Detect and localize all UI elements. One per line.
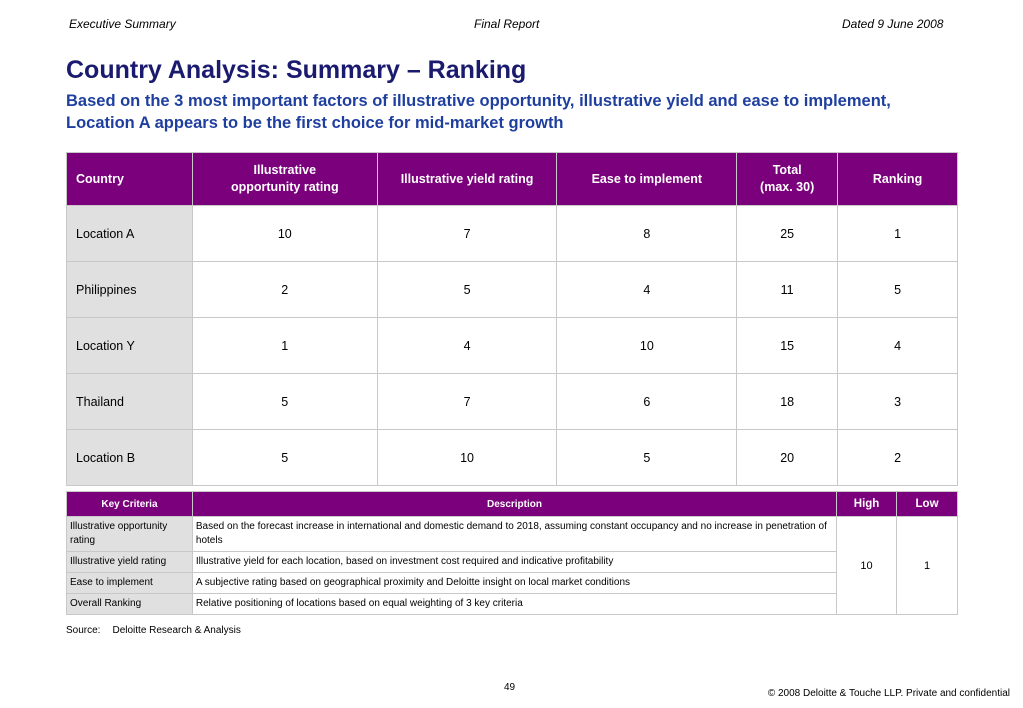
criteria-row: Overall Ranking Relative positioning of … bbox=[66, 593, 958, 615]
total-cell: 25 bbox=[736, 205, 839, 262]
header-center: Final Report bbox=[474, 17, 540, 31]
col-header-high: High bbox=[836, 491, 898, 517]
criteria-key-cell: Ease to implement bbox=[66, 572, 193, 594]
criteria-key-cell: Overall Ranking bbox=[66, 593, 193, 615]
total-cell: 18 bbox=[736, 373, 839, 430]
criteria-description-cell: A subjective rating based on geographica… bbox=[191, 572, 838, 594]
col-header-low: Low bbox=[896, 491, 958, 517]
table-row: Thailand 5 7 6 18 3 bbox=[66, 373, 958, 430]
col-header-description: Description bbox=[191, 491, 838, 517]
ranking-cell: 1 bbox=[837, 205, 958, 262]
col-header-opportunity-line1: Illustrative bbox=[253, 163, 317, 177]
ease-cell: 4 bbox=[556, 261, 738, 318]
ranking-cell: 5 bbox=[837, 261, 958, 318]
opportunity-cell: 5 bbox=[191, 429, 378, 486]
ease-cell: 10 bbox=[556, 317, 738, 374]
col-header-ease: Ease to implement bbox=[556, 152, 738, 206]
total-cell: 20 bbox=[736, 429, 839, 486]
criteria-description-cell: Based on the forecast increase in intern… bbox=[191, 516, 838, 552]
criteria-row: Illustrative opportunity rating Based on… bbox=[66, 516, 958, 615]
col-header-total-line2: (max. 30) bbox=[760, 180, 815, 194]
total-cell: 15 bbox=[736, 317, 839, 374]
ranking-cell: 4 bbox=[837, 317, 958, 374]
yield-cell: 7 bbox=[376, 373, 558, 430]
table-row: Location A 10 7 8 25 1 bbox=[66, 205, 958, 262]
source-note: Source: Deloitte Research & Analysis bbox=[66, 625, 241, 636]
table-row: Philippines 2 5 4 11 5 bbox=[66, 261, 958, 318]
criteria-table-header-row: Key Criteria Description High Low bbox=[66, 491, 958, 517]
ranking-table: Country Illustrative opportunity rating … bbox=[66, 152, 958, 486]
criteria-key-cell: Illustrative yield rating bbox=[66, 551, 193, 573]
ease-cell: 5 bbox=[556, 429, 738, 486]
criteria-row: Ease to implement A subjective rating ba… bbox=[66, 572, 958, 594]
low-value-cell: 1 bbox=[896, 516, 958, 615]
header-left: Executive Summary bbox=[69, 17, 176, 31]
table-row: Location B 5 10 5 20 2 bbox=[66, 429, 958, 486]
yield-cell: 10 bbox=[376, 429, 558, 486]
ranking-cell: 2 bbox=[837, 429, 958, 486]
copyright-notice: © 2008 Deloitte & Touche LLP. Private an… bbox=[767, 688, 1010, 699]
col-header-opportunity: Illustrative opportunity rating bbox=[191, 152, 378, 206]
ease-cell: 6 bbox=[556, 373, 738, 430]
yield-cell: 7 bbox=[376, 205, 558, 262]
criteria-row: Illustrative yield rating Illustrative y… bbox=[66, 551, 958, 573]
col-header-country: Country bbox=[66, 152, 193, 206]
source-text: Deloitte Research & Analysis bbox=[112, 625, 241, 636]
table-row: Location Y 1 4 10 15 4 bbox=[66, 317, 958, 374]
opportunity-cell: 10 bbox=[191, 205, 378, 262]
page-title: Country Analysis: Summary – Ranking bbox=[66, 56, 527, 84]
source-label: Source: bbox=[66, 625, 101, 636]
total-cell: 11 bbox=[736, 261, 839, 318]
col-header-opportunity-line2: opportunity rating bbox=[230, 180, 339, 194]
col-header-key-criteria: Key Criteria bbox=[66, 491, 193, 517]
col-header-total: Total (max. 30) bbox=[736, 152, 839, 206]
ranking-cell: 3 bbox=[837, 373, 958, 430]
ease-cell: 8 bbox=[556, 205, 738, 262]
yield-cell: 4 bbox=[376, 317, 558, 374]
country-cell: Location B bbox=[66, 429, 193, 486]
criteria-table: Key Criteria Description High Low Illust… bbox=[66, 491, 958, 615]
criteria-description-cell: Relative positioning of locations based … bbox=[191, 593, 838, 615]
col-header-total-line1: Total bbox=[772, 163, 802, 177]
col-header-ranking: Ranking bbox=[837, 152, 958, 206]
ranking-table-header-row: Country Illustrative opportunity rating … bbox=[66, 152, 958, 206]
header-right: Dated 9 June 2008 bbox=[842, 17, 944, 31]
country-cell: Thailand bbox=[66, 373, 193, 430]
opportunity-cell: 5 bbox=[191, 373, 378, 430]
opportunity-cell: 1 bbox=[191, 317, 378, 374]
criteria-key-cell: Illustrative opportunity rating bbox=[66, 516, 193, 552]
page-number: 49 bbox=[504, 682, 516, 693]
country-cell: Location Y bbox=[66, 317, 193, 374]
high-value-cell: 10 bbox=[836, 516, 898, 615]
criteria-description-cell: Illustrative yield for each location, ba… bbox=[191, 551, 838, 573]
country-cell: Philippines bbox=[66, 261, 193, 318]
yield-cell: 5 bbox=[376, 261, 558, 318]
col-header-yield: Illustrative yield rating bbox=[376, 152, 558, 206]
country-cell: Location A bbox=[66, 205, 193, 262]
opportunity-cell: 2 bbox=[191, 261, 378, 318]
page-subtitle: Based on the 3 most important factors of… bbox=[66, 92, 891, 132]
